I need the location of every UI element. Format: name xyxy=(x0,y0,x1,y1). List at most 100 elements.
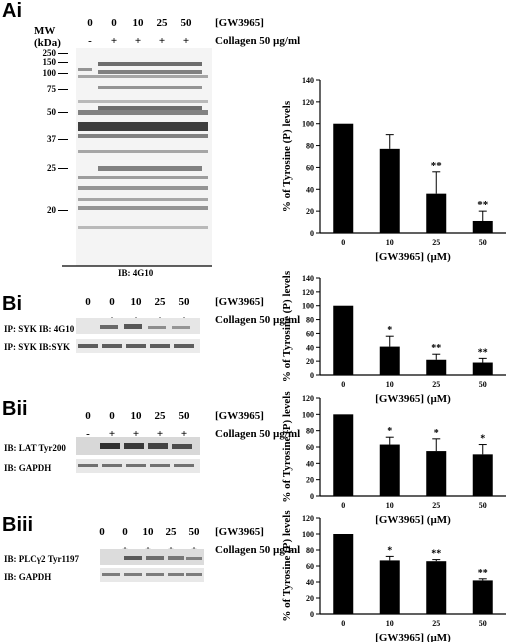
lane-concentration: 10 xyxy=(132,17,144,29)
significance-marker: * xyxy=(387,325,392,336)
x-axis-label: [GW3965] (µM) xyxy=(375,251,451,263)
collagen-label: Collagen 50 µg/ml xyxy=(215,314,301,326)
y-axis-label: % of Tyrosine (P) levels xyxy=(281,510,293,622)
panel-label-biii: Biii xyxy=(2,514,34,536)
bar xyxy=(333,534,354,614)
mw-tick xyxy=(58,62,68,63)
significance-marker: * xyxy=(480,434,485,445)
significance-marker: * xyxy=(434,428,439,439)
collagen-label: Collagen 50 µg/ml xyxy=(215,35,301,47)
bar xyxy=(426,561,447,614)
mw-marker: 37 xyxy=(47,134,56,144)
lane-concentration: 10 xyxy=(130,296,142,308)
mw-tick xyxy=(58,73,68,74)
bar xyxy=(472,454,493,496)
y-tick-label: 0 xyxy=(310,492,314,501)
concentration-label: [GW3965] xyxy=(215,296,264,308)
lane-concentration: 50 xyxy=(180,17,192,29)
x-tick-label: 10 xyxy=(386,619,394,628)
blot-label-syk-4g10: IP: SYK IB: 4G10 xyxy=(4,324,75,334)
y-tick-label: 80 xyxy=(306,546,314,555)
x-axis-label: [GW3965] (µM) xyxy=(375,514,451,526)
y-tick-label: 100 xyxy=(302,302,314,311)
mw-tick xyxy=(58,53,68,54)
lane-concentration: 10 xyxy=(142,526,154,538)
x-tick-label: 50 xyxy=(479,238,487,247)
concentration-label: [GW3965] xyxy=(215,410,264,422)
lane-treatment: + xyxy=(180,428,188,440)
lane-concentration: 0 xyxy=(111,17,117,29)
lane-concentration: 0 xyxy=(87,17,93,29)
y-axis-label: % of Tyrosine (P) levels xyxy=(281,391,293,503)
lane-treatment: + xyxy=(156,428,164,440)
x-tick-label: 50 xyxy=(479,619,487,628)
lane-treatment: - xyxy=(86,428,90,440)
blot-gapdh-bii xyxy=(76,459,200,473)
y-axis-label: % of Tyrosine (P) levels xyxy=(281,270,293,382)
x-axis-label: [GW3965] (µM) xyxy=(375,393,451,405)
x-axis-label: [GW3965] (µM) xyxy=(375,632,451,642)
mw-unit: (kDa) xyxy=(34,37,61,49)
bar-chart-bi: 0 20 40 60 80 100 120 140 % of Tyrosine (P) leve… xyxy=(281,270,506,405)
mw-marker: 25 xyxy=(47,163,56,173)
x-tick-label: 25 xyxy=(432,380,440,389)
mw-title: MW xyxy=(34,25,56,37)
blot-label-syk: IP: SYK IB:SYK xyxy=(4,342,71,352)
bar xyxy=(333,414,354,496)
x-tick-label: 25 xyxy=(432,238,440,247)
blot-underline xyxy=(62,265,212,267)
bar xyxy=(472,580,493,614)
x-tick-label: 25 xyxy=(432,619,440,628)
lane-concentration: 0 xyxy=(85,296,91,308)
blot-label-plc: IB: PLCγ2 Tyr1197 xyxy=(4,554,80,564)
lane-concentration: 10 xyxy=(130,410,142,422)
lane-treatment: + xyxy=(110,35,118,47)
significance-marker: * xyxy=(387,545,392,556)
bar-chart-biii: 0 20 40 60 80 100 120 % of Tyrosine (P) levels 0… xyxy=(281,510,506,642)
mw-marker: 20 xyxy=(47,205,56,215)
blot-4g10 xyxy=(76,48,212,266)
lane-concentration: 0 xyxy=(99,526,105,538)
y-tick-label: 80 xyxy=(306,427,314,436)
y-tick-label: 0 xyxy=(310,610,314,619)
y-tick-label: 60 xyxy=(306,443,314,452)
lane-concentration: 50 xyxy=(178,296,190,308)
y-tick-label: 40 xyxy=(306,578,314,587)
y-tick-label: 120 xyxy=(302,98,314,107)
lane-concentration: 0 xyxy=(85,410,91,422)
lane-concentration: 0 xyxy=(109,410,115,422)
significance-marker: ** xyxy=(478,347,488,358)
y-tick-label: 60 xyxy=(306,163,314,172)
y-tick-label: 120 xyxy=(302,394,314,403)
lane-concentration: 0 xyxy=(109,296,115,308)
y-tick-label: 80 xyxy=(306,316,314,325)
blot-syk xyxy=(76,339,200,353)
mw-marker: 75 xyxy=(47,84,56,94)
y-tick-label: 60 xyxy=(306,329,314,338)
y-tick-label: 40 xyxy=(306,459,314,468)
mw-tick xyxy=(58,139,68,140)
mw-marker: 100 xyxy=(42,68,57,78)
x-tick-label: 0 xyxy=(341,380,345,389)
mw-marker: 250 xyxy=(42,48,57,58)
y-tick-label: 40 xyxy=(306,343,314,352)
y-tick-label: 20 xyxy=(306,357,314,366)
y-tick-label: 120 xyxy=(302,514,314,523)
bar xyxy=(379,148,400,233)
y-tick-label: 120 xyxy=(302,288,314,297)
y-axis-label: % of Tyrosine (P) levels xyxy=(281,100,293,212)
lane-treatment: + xyxy=(108,428,116,440)
bar xyxy=(426,193,447,233)
lane-concentration: 50 xyxy=(188,526,200,538)
blot-plc xyxy=(100,549,204,565)
bar xyxy=(379,346,400,375)
lane-treatment: + xyxy=(132,428,140,440)
lane-concentration: 25 xyxy=(154,296,166,308)
x-tick-label: 50 xyxy=(479,380,487,389)
blot-label-lat: IB: LAT Tyr200 xyxy=(4,443,66,453)
bar xyxy=(333,305,354,375)
y-tick-label: 140 xyxy=(302,274,314,283)
x-tick-label: 10 xyxy=(386,501,394,510)
x-tick-label: 50 xyxy=(479,501,487,510)
